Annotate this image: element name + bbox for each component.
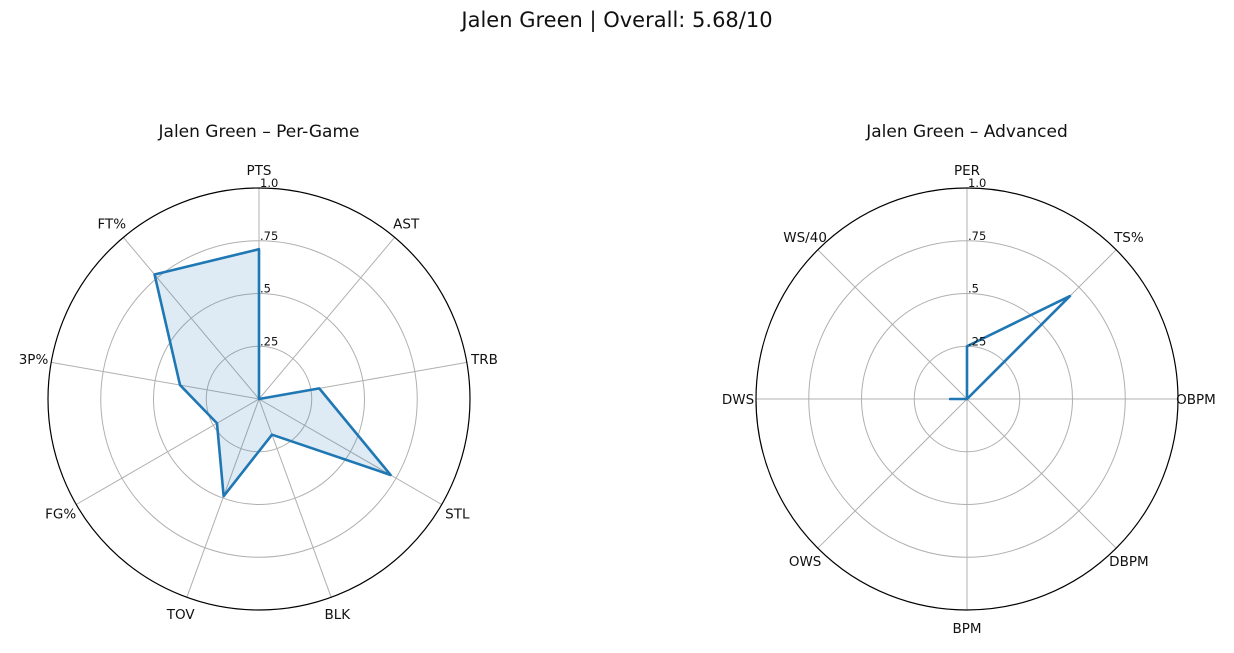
chart1-category-label-ast: AST xyxy=(393,217,420,233)
chart1-outer-frame xyxy=(47,187,471,611)
chart2-tick-label-3: .75 xyxy=(968,229,986,243)
chart2-tick-label-1: .25 xyxy=(968,334,986,348)
chart2-category-label-ws-40: WS/40 xyxy=(783,230,827,246)
chart1-spoke-ft- xyxy=(122,237,260,400)
chart1-tick-label-2: .5 xyxy=(260,282,271,296)
chart1-series-1-line xyxy=(153,247,392,498)
chart2-title: Jalen Green – Advanced xyxy=(865,122,1068,142)
chart1-spoke-tov xyxy=(186,398,260,598)
chart2-spoke-ws-40 xyxy=(817,249,968,400)
figure-title: Jalen Green | Overall: 5.68/10 xyxy=(461,8,773,32)
chart2-outer-frame xyxy=(755,187,1179,611)
chart1-spoke-blk xyxy=(258,398,332,598)
chart2-category-label-per: PER xyxy=(954,163,980,179)
chart2-tick-label-4: 1.0 xyxy=(968,176,986,190)
chart2-spoke-dbpm xyxy=(966,398,1117,549)
chart1-category-label-ft-: FT% xyxy=(97,217,126,233)
chart1-category-label-pts: PTS xyxy=(247,163,272,179)
chart1-tick-label-4: 1.0 xyxy=(260,176,278,190)
chart1-category-label-tov: TOV xyxy=(166,607,196,623)
chart1-category-label-trb: TRB xyxy=(470,352,498,368)
chart2-category-label-dbpm: DBPM xyxy=(1109,554,1148,570)
chart2-category-label-obpm: OBPM xyxy=(1176,392,1216,408)
chart1-category-label-blk: BLK xyxy=(324,607,351,623)
chart1-spoke-stl xyxy=(258,398,442,505)
chart1-spoke-ast xyxy=(258,237,396,400)
chart2-category-label-ows: OWS xyxy=(789,554,822,570)
chart2-category-label-bpm: BPM xyxy=(952,621,981,637)
chart2-series-1-line xyxy=(948,294,1072,401)
chart1-spoke-3p- xyxy=(51,361,260,400)
chart1-category-label-3p-: 3P% xyxy=(19,352,49,368)
chart1-category-label-fg-: FG% xyxy=(45,507,76,523)
chart1-tick-label-1: .25 xyxy=(260,334,278,348)
chart2-category-label-dws: DWS xyxy=(722,392,754,408)
chart1-spoke-fg- xyxy=(76,398,260,505)
chart2-spoke-ows xyxy=(817,398,968,549)
chart1-title: Jalen Green – Per-Game xyxy=(158,122,360,142)
chart1-category-label-stl: STL xyxy=(445,507,470,523)
chart1-tick-label-3: .75 xyxy=(260,229,278,243)
chart2-category-label-ts-: TS% xyxy=(1113,230,1144,246)
chart1-series-1-area xyxy=(154,249,391,497)
chart2-tick-label-2: .5 xyxy=(968,282,979,296)
